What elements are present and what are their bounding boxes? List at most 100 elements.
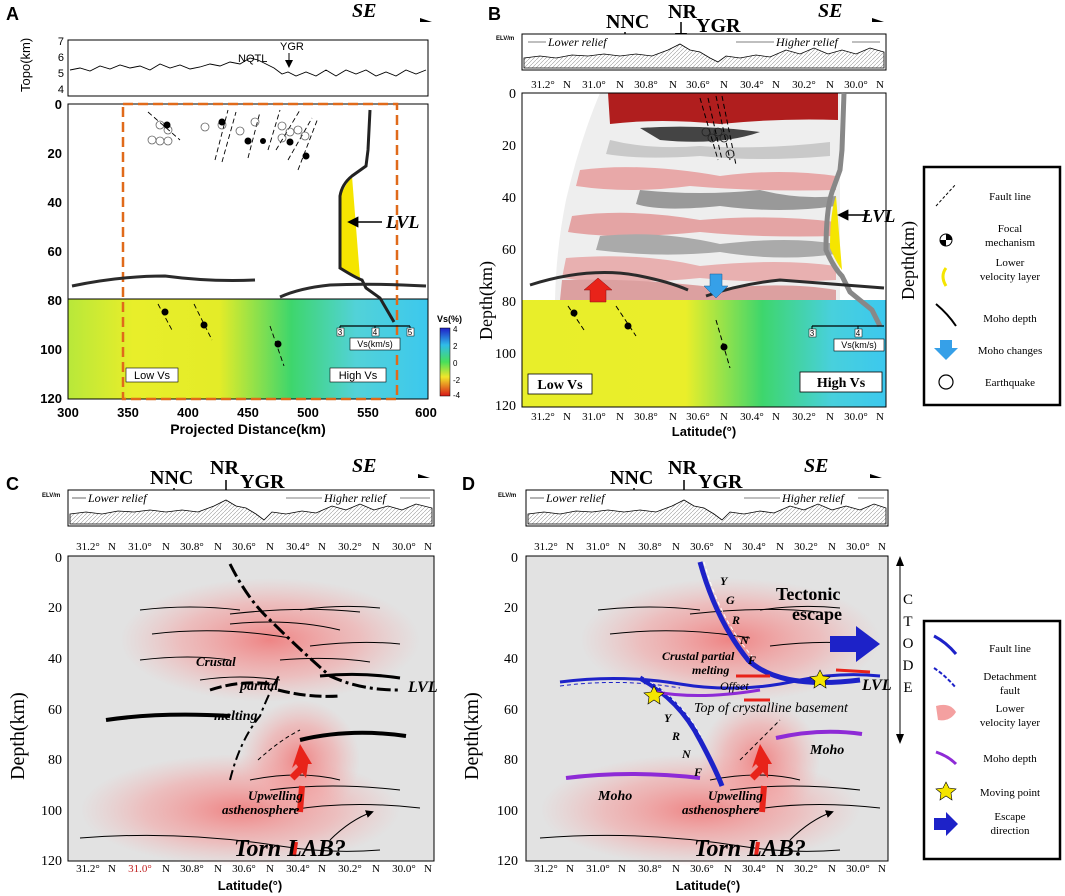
svg-text:High Vs: High Vs [817,376,866,391]
svg-text:5: 5 [408,328,413,337]
svg-text:NR: NR [668,457,697,479]
svg-text:SE: SE [352,455,376,477]
svg-text:31.0°: 31.0° [582,79,606,91]
svg-text:N: N [776,863,784,875]
svg-text:7: 7 [58,36,64,48]
vs-scale-a: 3 4 5 Vs(km/s) [336,325,415,351]
svg-text:N: N [776,541,784,553]
study-box [121,102,399,401]
svg-text:Moho depth: Moho depth [983,753,1037,765]
svg-text:N: N [669,79,677,91]
panel-b: B SE NNC NR YGR ELV/m Lower relief Highe… [488,0,919,439]
svg-text:partial: partial [239,679,278,694]
svg-text:30.4°: 30.4° [740,411,764,423]
svg-text:Escape: Escape [994,811,1025,823]
seismic-image [555,93,840,300]
svg-text:-4: -4 [453,391,461,400]
svg-text:0: 0 [55,551,62,566]
svg-text:N: N [724,541,732,553]
moho-up-arrow [583,277,613,303]
svg-text:6: 6 [58,52,64,64]
svg-text:0: 0 [509,87,516,102]
svg-text:100: 100 [40,342,62,357]
svg-text:Moho depth: Moho depth [983,313,1037,325]
svg-text:40: 40 [48,652,62,667]
x-ticks-a: 300 350 400 450 500 550 600 [57,405,437,420]
svg-text:N: N [214,541,222,553]
svg-text:60: 60 [48,703,62,718]
svg-text:30.2°: 30.2° [792,411,816,423]
svg-text:melting: melting [214,709,258,724]
svg-text:30.0°: 30.0° [392,541,416,553]
svg-text:30.4°: 30.4° [742,863,766,875]
svg-text:R: R [671,729,680,743]
svg-text:Moving point: Moving point [980,787,1040,799]
svg-text:Lower: Lower [996,703,1025,715]
faults-a [147,109,319,367]
svg-text:30.8°: 30.8° [638,541,662,553]
svg-text:N: N [266,863,274,875]
svg-text:N: N [566,541,574,553]
svg-text:30.0°: 30.0° [846,541,870,553]
svg-text:4: 4 [856,329,861,338]
svg-text:Moho: Moho [809,743,844,758]
svg-text:velocity layer: velocity layer [980,271,1041,283]
svg-text:LVL: LVL [861,677,892,694]
svg-text:N: N [876,79,884,91]
svg-text:0: 0 [453,359,458,368]
moho-down-arrow [703,273,729,299]
svg-text:30.6°: 30.6° [686,411,710,423]
svg-text:R: R [731,613,740,627]
svg-text:120: 120 [41,854,62,869]
nqtl-label: NQTL [238,53,267,65]
svg-text:N: N [681,747,692,761]
svg-text:30.8°: 30.8° [180,541,204,553]
svg-text:mechanism: mechanism [985,237,1036,249]
svg-text:80: 80 [48,293,62,308]
svg-text:30.4°: 30.4° [286,541,310,553]
svg-text:30.8°: 30.8° [634,411,658,423]
svg-text:melting: melting [692,663,729,677]
svg-text:escape: escape [792,604,842,624]
svg-text:N: N [618,863,626,875]
svg-text:30.6°: 30.6° [690,541,714,553]
svg-text:31.2°: 31.2° [76,863,100,875]
direction-label: SE [352,0,376,22]
svg-text:60: 60 [504,703,518,718]
svg-text:4: 4 [373,328,378,337]
svg-text:30.0°: 30.0° [392,863,416,875]
svg-text:600: 600 [415,405,437,420]
svg-text:31.2°: 31.2° [534,541,558,553]
svg-text:80: 80 [48,753,62,768]
svg-text:30.6°: 30.6° [232,541,256,553]
svg-text:N: N [828,863,836,875]
svg-text:Crustal partial: Crustal partial [662,649,735,663]
svg-text:N: N [318,541,326,553]
panel-letter: A [6,4,19,24]
svg-text:Detachment: Detachment [983,671,1036,683]
svg-text:4: 4 [58,84,64,96]
svg-text:N: N [672,541,680,553]
svg-text:20: 20 [502,139,516,154]
svg-text:100: 100 [41,804,62,819]
svg-text:ELV/m: ELV/m [42,493,60,499]
svg-text:N: N [826,79,834,91]
svg-text:30.6°: 30.6° [690,863,714,875]
svg-text:Vs(km/s): Vs(km/s) [357,339,393,349]
panel-a: A SE 7 6 5 4 Topo(km) NQTL YGR [6,0,497,437]
svg-text:asthenosphere: asthenosphere [682,802,760,817]
lvl-label-b: LVL [861,206,895,226]
svg-text:N: N [878,863,886,875]
svg-text:Tectonic: Tectonic [776,584,840,604]
svg-text:N: N [566,863,574,875]
svg-text:Fault line: Fault line [989,643,1031,655]
svg-text:N: N [669,411,677,423]
svg-text:60: 60 [502,243,516,258]
svg-text:NR: NR [210,457,239,479]
direction-arrow [352,18,432,22]
svg-text:0: 0 [511,551,518,566]
depth-label-a: Depth(km) [476,261,497,340]
svg-text:N: N [372,541,380,553]
svg-text:Lower relief: Lower relief [545,491,606,505]
svg-text:30.8°: 30.8° [638,863,662,875]
